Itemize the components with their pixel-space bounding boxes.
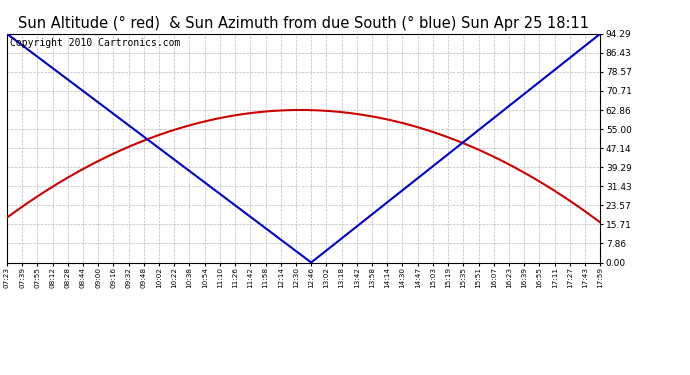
Title: Sun Altitude (° red)  & Sun Azimuth from due South (° blue) Sun Apr 25 18:11: Sun Altitude (° red) & Sun Azimuth from … [18,16,589,31]
Text: Copyright 2010 Cartronics.com: Copyright 2010 Cartronics.com [10,38,180,48]
